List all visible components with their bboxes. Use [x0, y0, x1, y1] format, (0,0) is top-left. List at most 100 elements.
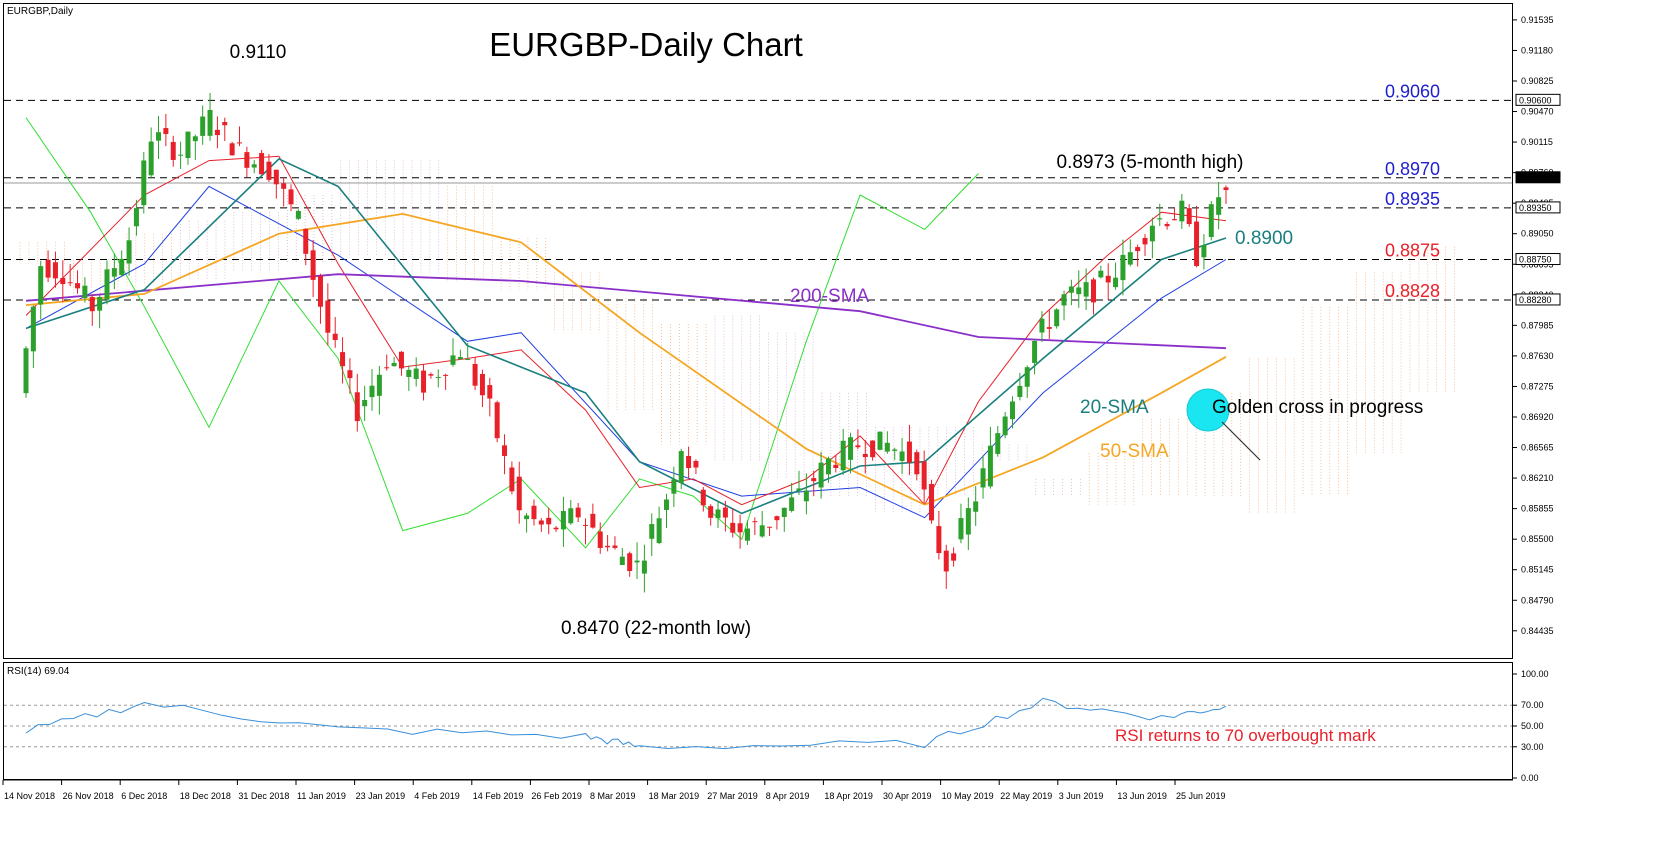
candle-body [325, 300, 331, 333]
price-tag-label: 0.89350 [1519, 203, 1552, 213]
candle-body [1068, 286, 1074, 293]
level-label: 0.8828 [1385, 281, 1440, 301]
date-tick-label: 18 Mar 2019 [649, 791, 700, 801]
date-tick-label: 31 Dec 2018 [238, 791, 289, 801]
candle-body [1113, 277, 1119, 288]
candle-body [1216, 197, 1222, 215]
horizontal-levels: 0.9060 0.8970 0.8935 0.8875 0.8828 [4, 81, 1512, 301]
candle-body [133, 208, 139, 227]
candle-body [524, 515, 530, 520]
date-tick-label: 26 Nov 2018 [63, 791, 114, 801]
price-tick-label: 0.91180 [1521, 45, 1553, 55]
candle-body [332, 333, 338, 340]
price-axis: 0.91535 0.91180 0.90825 0.90470 0.90115 0.897… [1513, 15, 1561, 636]
tenkan-line [25, 155, 1227, 506]
level-label: 0.8970 [1385, 159, 1440, 179]
candle-body [634, 560, 640, 563]
candle-body [52, 262, 58, 279]
candle-body [119, 258, 125, 275]
price-tag [1515, 171, 1561, 184]
candle-body [281, 183, 287, 189]
candle-body [30, 306, 36, 352]
candle-body [995, 433, 1001, 454]
candle-body [185, 131, 191, 158]
candle-body [980, 468, 986, 488]
candle-body [781, 507, 787, 517]
candle-body [906, 441, 912, 463]
candle-body [744, 528, 750, 541]
price-tick-label: 0.85500 [1521, 534, 1554, 544]
candle-body [391, 362, 397, 367]
label-20-sma: 20-SMA [1080, 397, 1149, 418]
date-tick-label: 8 Apr 2019 [766, 791, 810, 801]
date-tick-label: 11 Jan 2019 [297, 791, 346, 801]
candle-body [936, 526, 942, 554]
candle-body [23, 348, 29, 394]
candle-body [450, 355, 456, 365]
price-tick-label: 0.87630 [1521, 351, 1554, 361]
candle-body [987, 445, 993, 487]
price-tag [1515, 253, 1561, 266]
candle-body [663, 499, 669, 510]
candle-body [943, 550, 949, 572]
candle-body [855, 445, 861, 448]
candle-body [708, 506, 714, 518]
candle-body [612, 545, 618, 548]
annotation-golden-cross: Golden cross in progress [1212, 397, 1423, 418]
candle-body [686, 455, 692, 469]
rsi-tick-label: 0.00 [1521, 773, 1539, 783]
sma-line-20-sma [25, 157, 1227, 515]
candle-body [472, 363, 478, 386]
candle-body [170, 141, 176, 160]
date-tick-label: 18 Apr 2019 [824, 791, 873, 801]
price-tick-label: 0.86210 [1521, 473, 1554, 483]
price-tick-label: 0.86920 [1521, 412, 1554, 422]
candle-body [178, 154, 184, 156]
candle-body [1061, 294, 1067, 306]
candle-body [398, 351, 404, 369]
annotation-five-month-high: 0.8973 (5-month high) [1057, 152, 1244, 173]
candle-body [1032, 340, 1038, 363]
candle-body [597, 531, 603, 549]
chart-title: EURGBP-Daily Chart [489, 26, 803, 63]
price-tick-label: 0.84790 [1521, 595, 1554, 605]
candle-body [560, 511, 566, 530]
candle-body [789, 497, 795, 511]
date-tick-label: 10 May 2019 [942, 791, 994, 801]
candle-body [104, 269, 110, 300]
date-tick-label: 30 Apr 2019 [883, 791, 932, 801]
candle-body [1010, 401, 1016, 420]
date-tick-label: 26 Feb 2019 [531, 791, 582, 801]
candle-body [259, 153, 265, 175]
candle-body [141, 160, 147, 206]
candle-body [1083, 282, 1089, 297]
sma-line-200-sma [25, 273, 1227, 350]
price-tag-label: 0.88750 [1519, 255, 1552, 265]
candle-body [509, 467, 515, 492]
candle-body [1090, 279, 1096, 303]
candle-body [413, 368, 419, 379]
candle-body [214, 129, 220, 136]
candle-body [546, 517, 552, 525]
candle-body [811, 478, 817, 482]
price-tick-label: 0.90115 [1521, 137, 1553, 147]
candle-body [892, 449, 898, 451]
price-tag [1515, 201, 1561, 214]
candle-body [1054, 309, 1060, 327]
candle-body [1127, 252, 1133, 265]
date-tick-label: 25 Jun 2019 [1176, 791, 1226, 801]
candle-body [862, 453, 868, 458]
rsi-line [25, 697, 1227, 750]
candle-body [958, 518, 964, 540]
candle-body [1171, 219, 1177, 221]
candle-body [1208, 204, 1214, 237]
candle-body [1024, 367, 1030, 387]
price-tick-label: 0.87275 [1521, 381, 1554, 391]
candle-body [737, 523, 743, 533]
candle-body [715, 509, 721, 519]
candle-body [1120, 254, 1126, 281]
sma-line-50-sma [25, 212, 1227, 506]
annotation-sma20-value: 0.8900 [1235, 228, 1293, 249]
candle-body [531, 505, 537, 520]
